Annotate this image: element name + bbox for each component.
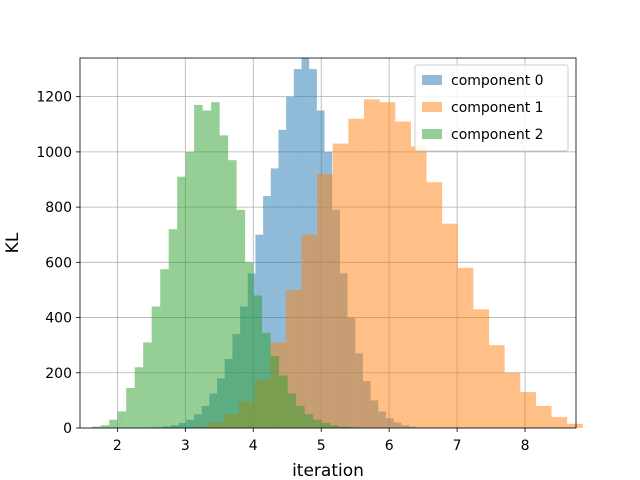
legend-swatch-0 [422,75,442,85]
series-2-bar-0 [92,426,101,428]
series-2-bar-25 [304,414,314,428]
x-tick-label-3: 5 [317,438,326,454]
series-2-bar-6 [143,342,152,428]
series-1-bar-17 [457,267,474,428]
series-1-bar-18 [473,309,490,428]
axes [76,57,577,432]
series-2-bar-1 [100,425,110,428]
series-1-bar-9 [332,143,349,428]
series-1-bar-8 [317,173,333,428]
legend: component 0 component 1 component 2 [414,64,569,152]
series-1-bar-15 [426,182,443,428]
series-1-bars [192,99,583,429]
y-tick-label-6: 1200 [36,90,72,106]
series-2-bar-29 [338,426,348,428]
y-tick-label-0: 0 [63,421,72,437]
series-2-bar-21 [270,356,280,428]
series-0-bar-18 [286,96,294,429]
series-2-bar-30 [347,427,356,428]
x-tick-label-2: 4 [249,438,258,454]
series-2-bar-10 [177,176,186,428]
series-2-bar-18 [245,262,254,428]
series-2-bar-15 [219,135,229,429]
y-tick-labels: 0 200 400 600 800 1000 1200 [36,90,72,437]
legend-box [414,64,569,152]
series-2-bar-20 [262,332,271,428]
series-1-bar-21 [520,392,536,428]
series-1-bar-22 [535,405,552,428]
histogram-bars [92,58,583,429]
x-tick-label-5: 7 [453,438,462,454]
series-1-bar-10 [348,118,365,428]
legend-swatch-2 [422,129,442,139]
series-0-bar-15 [263,196,271,428]
series-2-bar-22 [279,375,288,428]
x-tick-label-0: 2 [113,438,122,454]
series-2-bar-8 [160,269,169,428]
series-2-bar-7 [151,306,161,428]
series-1-bar-23 [551,416,568,428]
y-tick-label-1: 200 [45,366,72,382]
series-2-bar-14 [211,102,220,428]
series-1-bar-14 [410,146,427,428]
series-2-bar-27 [321,423,331,428]
y-tick-label-5: 1000 [36,145,72,161]
y-tick-label-4: 800 [45,200,72,216]
series-1-bar-13 [395,121,411,429]
series-2-bar-9 [168,229,178,428]
y-tick-label-2: 400 [45,311,72,327]
x-tick-label-4: 6 [385,438,394,454]
series-2-bar-17 [236,209,246,428]
legend-label-0: component 0 [451,73,544,89]
series-0-bar-19 [293,69,302,429]
series-2-bar-16 [228,160,237,428]
series-2-bar-23 [287,393,297,428]
series-0-bar-16 [270,168,279,428]
legend-label-1: component 1 [451,100,544,116]
x-tick-labels: 2 3 4 5 6 7 8 [113,438,530,454]
series-2-bar-19 [253,295,263,428]
legend-label-2: component 2 [451,127,544,143]
series-2-bar-3 [117,411,127,428]
x-axis-label: iteration [292,461,364,480]
series-2-bar-12 [194,104,203,428]
series-1-bar-24 [567,423,583,428]
series-0-bar-17 [278,129,287,428]
x-tick-label-1: 3 [181,438,190,454]
series-1-bar-11 [364,99,380,428]
series-2-bar-26 [313,419,322,428]
y-axis-label: KL [3,232,23,253]
series-2-bar-28 [330,425,339,428]
x-tick-label-6: 8 [521,438,530,454]
series-1-bar-19 [489,345,505,428]
series-2-bar-24 [296,405,305,428]
y-tick-label-3: 600 [45,255,72,271]
series-1-bar-20 [504,372,521,428]
series-2-bar-5 [134,367,144,428]
legend-swatch-1 [422,102,442,112]
series-2-bar-13 [202,110,212,429]
series-1-bar-7 [301,234,318,428]
series-2-bar-4 [126,387,135,428]
series-2-bars [92,102,356,429]
plot-frame [79,57,577,429]
series-2-bar-11 [185,151,195,428]
series-2-bar-2 [109,419,118,428]
series-1-bar-12 [379,102,396,428]
series-1-bar-16 [442,223,458,428]
